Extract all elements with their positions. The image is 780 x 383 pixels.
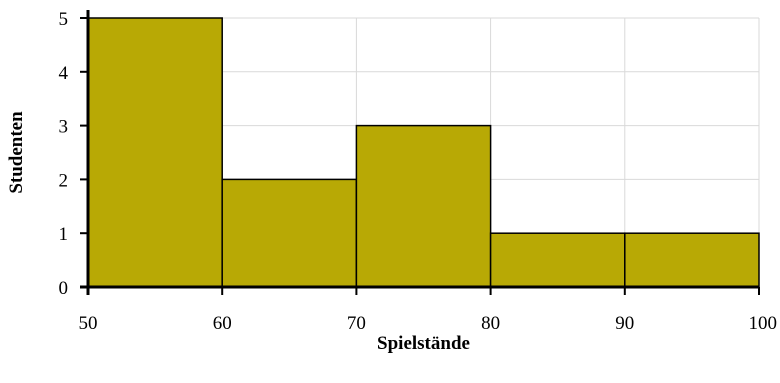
x-axis-title: Spielstände [377, 333, 470, 354]
y-tick-label: 0 [59, 278, 69, 299]
x-tick-label: 90 [615, 313, 634, 334]
y-tick-label: 2 [59, 170, 69, 191]
histogram-bar [489, 232, 626, 288]
y-tick-label: 3 [59, 117, 69, 138]
histogram-bar [87, 17, 223, 288]
axes [80, 10, 759, 295]
y-tick-label: 1 [59, 224, 69, 245]
x-tick-label: 100 [749, 313, 778, 334]
x-tick-label: 60 [213, 313, 232, 334]
y-axis-title: Studenten [6, 111, 27, 194]
y-axis-ticks: 0 1 2 3 4 5 [59, 9, 88, 299]
histogram-bar [221, 178, 358, 288]
histogram-bar [355, 124, 492, 288]
y-tick-label: 4 [59, 63, 69, 84]
x-tick-label: 50 [79, 313, 98, 334]
histogram-bars [87, 17, 760, 288]
x-tick-label: 70 [347, 313, 366, 334]
x-axis-ticks: 50 60 70 80 90 100 [79, 287, 778, 334]
x-tick-label: 80 [481, 313, 500, 334]
y-tick-label: 5 [59, 9, 69, 30]
histogram-bar [624, 232, 760, 288]
